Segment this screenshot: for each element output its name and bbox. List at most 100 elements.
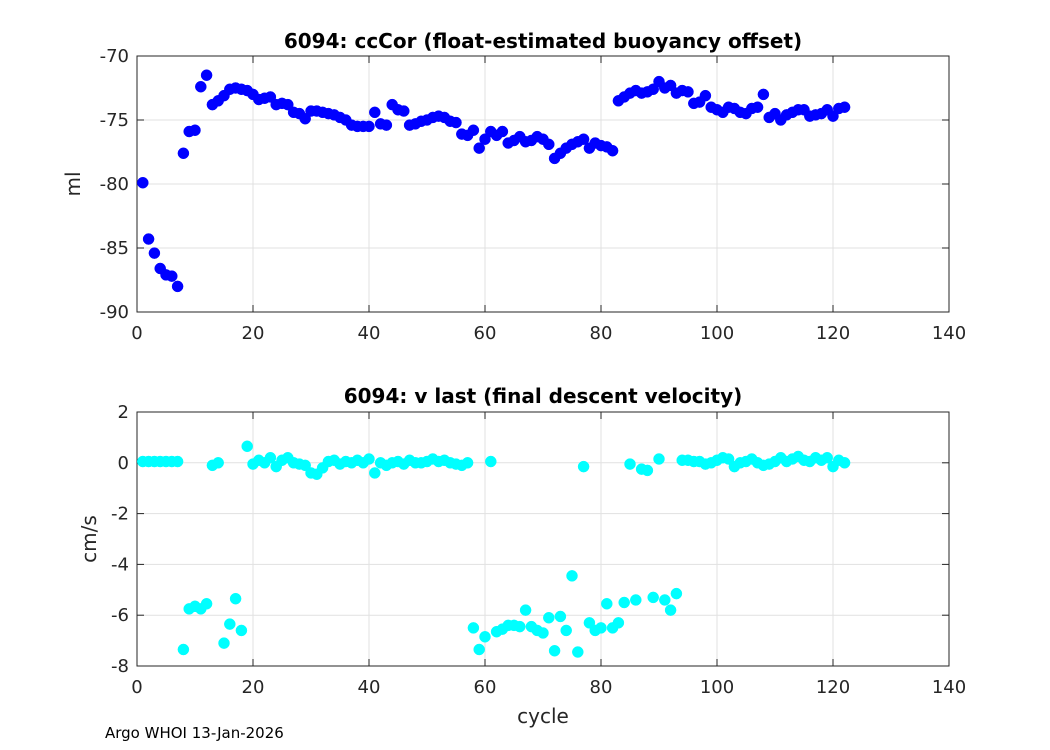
data-point — [195, 80, 207, 93]
y-axis-label: ml — [61, 171, 85, 196]
data-point — [450, 116, 462, 129]
data-point — [664, 79, 677, 92]
data-point — [548, 645, 561, 657]
data-point — [363, 120, 375, 133]
data-point — [618, 596, 630, 609]
data-points — [137, 69, 851, 293]
x-tick-label: 40 — [358, 323, 381, 344]
data-point — [177, 643, 190, 656]
data-point — [543, 611, 555, 624]
data-point — [664, 604, 677, 616]
x-tick-label: 20 — [242, 323, 265, 344]
x-axis-label: cycle — [517, 704, 569, 728]
x-tick-label: 80 — [590, 677, 613, 698]
axis-ticks: 0 20 40 60 80 100 120 140 -8 -6 -4 -2 0 2 — [111, 402, 966, 698]
data-point — [670, 587, 683, 600]
data-point — [200, 69, 213, 81]
data-point — [299, 112, 311, 125]
data-point — [467, 622, 480, 634]
data-point — [647, 83, 659, 96]
data-point — [647, 591, 659, 604]
axis-ticks: 0 20 40 60 80 100 120 140 -90 -85 -80 -75 -70 — [100, 46, 967, 344]
data-point — [148, 247, 161, 259]
x-tick-label: 120 — [816, 323, 850, 344]
data-point — [630, 594, 642, 606]
data-point — [577, 133, 590, 145]
data-point — [566, 570, 578, 582]
footer-credit: Argo WHOI 13-Jan-2026 — [105, 724, 284, 742]
data-point — [189, 124, 201, 136]
descent-velocity-plot: 0 20 40 60 80 100 120 140 -8 -6 -4 -2 0 2 6094: v las… — [77, 384, 966, 728]
data-point — [479, 133, 491, 145]
data-point — [682, 86, 694, 98]
data-point — [380, 119, 393, 131]
data-point — [467, 124, 480, 136]
data-point — [560, 624, 572, 637]
x-tick-label: 0 — [131, 323, 142, 344]
data-point — [595, 622, 607, 634]
data-point — [369, 106, 381, 119]
data-point — [519, 604, 532, 616]
data-point — [473, 142, 485, 154]
y-tick-label: -75 — [100, 110, 129, 131]
plot-frame — [136, 411, 950, 667]
data-point — [229, 592, 242, 605]
data-point — [653, 453, 665, 465]
data-point — [241, 440, 253, 453]
x-tick-label: 60 — [474, 677, 497, 698]
data-point — [659, 594, 671, 606]
data-point — [537, 627, 549, 639]
y-tick-label: -85 — [100, 238, 129, 259]
data-point — [264, 451, 277, 464]
y-tick-label: -6 — [111, 605, 129, 626]
data-point — [171, 280, 184, 293]
data-point — [166, 270, 178, 282]
y-tick-label: -70 — [100, 46, 129, 67]
data-point — [838, 101, 851, 113]
data-point — [224, 618, 236, 630]
data-point — [757, 88, 770, 101]
data-point — [543, 138, 555, 151]
data-point — [264, 91, 277, 103]
data-point — [137, 176, 149, 189]
data-point — [235, 624, 248, 637]
x-tick-label: 40 — [358, 677, 381, 698]
data-point — [142, 233, 155, 245]
data-point — [514, 620, 526, 633]
data-point — [398, 105, 410, 117]
y-tick-label: 2 — [118, 402, 129, 423]
data-point — [572, 646, 584, 658]
data-point — [612, 617, 625, 629]
data-point — [461, 457, 474, 469]
data-point — [496, 125, 509, 138]
data-point — [369, 467, 381, 479]
data-point — [838, 457, 851, 469]
x-tick-label: 140 — [932, 677, 966, 698]
x-tick-label: 0 — [131, 677, 142, 698]
y-axis-label: cm/s — [77, 515, 101, 563]
data-point — [200, 598, 213, 610]
data-point — [641, 464, 654, 477]
y-tick-label: -2 — [111, 504, 129, 525]
y-tick-label: 0 — [118, 453, 129, 474]
data-point — [751, 101, 764, 113]
x-tick-label: 20 — [242, 677, 265, 698]
data-point — [601, 598, 613, 610]
data-point — [479, 631, 491, 643]
buoyancy-offset-plot: 0 20 40 60 80 100 120 140 -90 -85 -80 -75 -70 6094: … — [61, 29, 966, 344]
data-point — [171, 455, 184, 468]
data-point — [624, 458, 636, 470]
x-tick-label: 80 — [590, 323, 613, 344]
data-points — [137, 440, 851, 658]
data-point — [485, 455, 497, 468]
data-point — [363, 453, 375, 465]
data-point — [554, 610, 567, 623]
data-point — [218, 637, 230, 649]
data-point — [282, 98, 294, 111]
data-point — [606, 144, 619, 157]
data-point — [212, 457, 224, 469]
chart-title: 6094: ccCor (float-estimated buoyancy of… — [284, 29, 802, 53]
y-tick-label: -80 — [100, 174, 129, 195]
data-point — [821, 451, 833, 464]
